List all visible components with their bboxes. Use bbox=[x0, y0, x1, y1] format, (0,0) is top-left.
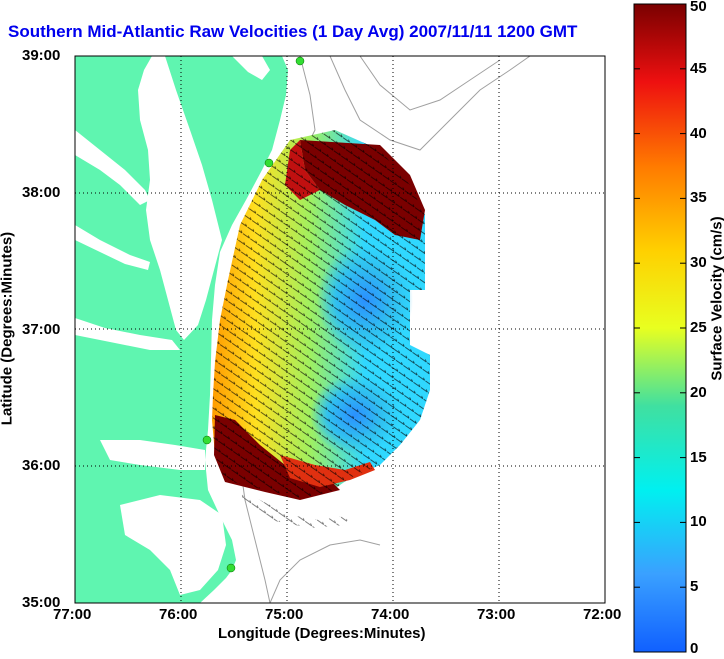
y-tick-label: 37:00 bbox=[22, 320, 61, 338]
james-river bbox=[75, 318, 180, 350]
colorbar-tick-label: 15 bbox=[690, 448, 707, 466]
x-tick-label: 73:00 bbox=[477, 606, 516, 623]
radar-station-marker bbox=[295, 56, 305, 66]
colorbar-tick-label: 20 bbox=[690, 383, 707, 401]
colorbar-tick-label: 25 bbox=[690, 319, 707, 336]
x-tick-label: 74:00 bbox=[371, 606, 410, 623]
y-tick-label: 36:00 bbox=[22, 457, 61, 475]
colorbar-tick-label: 0 bbox=[690, 640, 699, 657]
x-tick-label: 75:00 bbox=[265, 606, 304, 623]
chesapeake-bay bbox=[138, 56, 222, 340]
x-axis-label: Longitude (Degrees:Minutes) bbox=[218, 625, 426, 642]
colorbar-tick-label: 10 bbox=[690, 513, 707, 531]
potomac-river bbox=[75, 130, 150, 205]
rappahannock-river bbox=[75, 225, 150, 270]
radar-station-marker bbox=[264, 158, 274, 168]
y-tick-label: 35:00 bbox=[22, 594, 61, 611]
colorbar-tick-label: 5 bbox=[690, 578, 699, 596]
colorbar-tick-label: 30 bbox=[690, 254, 707, 272]
delaware-bay bbox=[232, 56, 270, 80]
radar-station-marker bbox=[226, 563, 236, 573]
radar-station-marker bbox=[202, 435, 212, 445]
albemarle-sound bbox=[100, 440, 205, 470]
colorbar-tick-label: 40 bbox=[690, 124, 707, 142]
colorbar-tick-label: 35 bbox=[690, 189, 707, 207]
plot-frame bbox=[74, 55, 606, 604]
colorbar-label: Surface Velocity (cm/s) bbox=[708, 216, 724, 381]
y-tick-label: 38:00 bbox=[22, 183, 61, 201]
y-tick-label: 39:00 bbox=[22, 47, 61, 64]
map-title: Southern Mid-Atlantic Raw Velocities (1 … bbox=[8, 22, 578, 41]
x-tick-label: 76:00 bbox=[159, 606, 198, 623]
x-tick-label: 77:00 bbox=[53, 606, 92, 623]
x-tick-label: 72:00 bbox=[583, 606, 622, 623]
grid-lines bbox=[75, 56, 605, 603]
colorbar-tick-label: 45 bbox=[690, 59, 707, 77]
y-axis-label: Latitude (Degrees:Minutes) bbox=[0, 231, 16, 426]
colorbar-tick-label: 50 bbox=[690, 0, 707, 15]
colorbar bbox=[633, 3, 687, 653]
pamlico-sound bbox=[120, 495, 226, 595]
velocity-field bbox=[212, 130, 430, 528]
